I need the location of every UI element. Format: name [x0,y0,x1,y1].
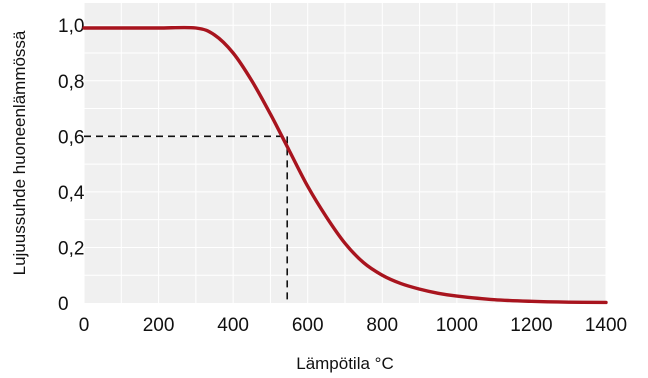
x-tick-labels: 0 200 400 600 800 1000 1200 1400 [79,315,627,336]
y-tick-labels: 0 0,2 0,4 0,6 0,8 1,0 [58,16,85,315]
reference-lines [84,135,289,303]
x-tick-label: 600 [292,315,324,336]
x-tick-label: 1200 [510,315,552,336]
x-axis-title: Lämpötila °C [296,354,394,373]
series-line [82,25,608,305]
series-lines [82,25,608,305]
y-tick-label: 0,8 [58,72,84,93]
y-tick-label: 0,2 [58,238,84,259]
x-tick-label: 1400 [585,315,627,336]
grid [83,3,607,303]
y-tick-label: 0,4 [58,183,85,204]
y-tick-label: 1,0 [58,16,84,37]
y-axis-title: Lujuussuhde huoneenlämmössä [10,30,29,275]
y-tick-label: 0,6 [58,127,84,148]
y-tick-label: 0 [58,294,69,315]
x-tick-label: 400 [217,315,249,336]
x-tick-label: 1000 [436,315,478,336]
x-tick-label: 200 [143,315,175,336]
x-tick-label: 0 [79,315,90,336]
x-tick-label: 800 [366,315,398,336]
